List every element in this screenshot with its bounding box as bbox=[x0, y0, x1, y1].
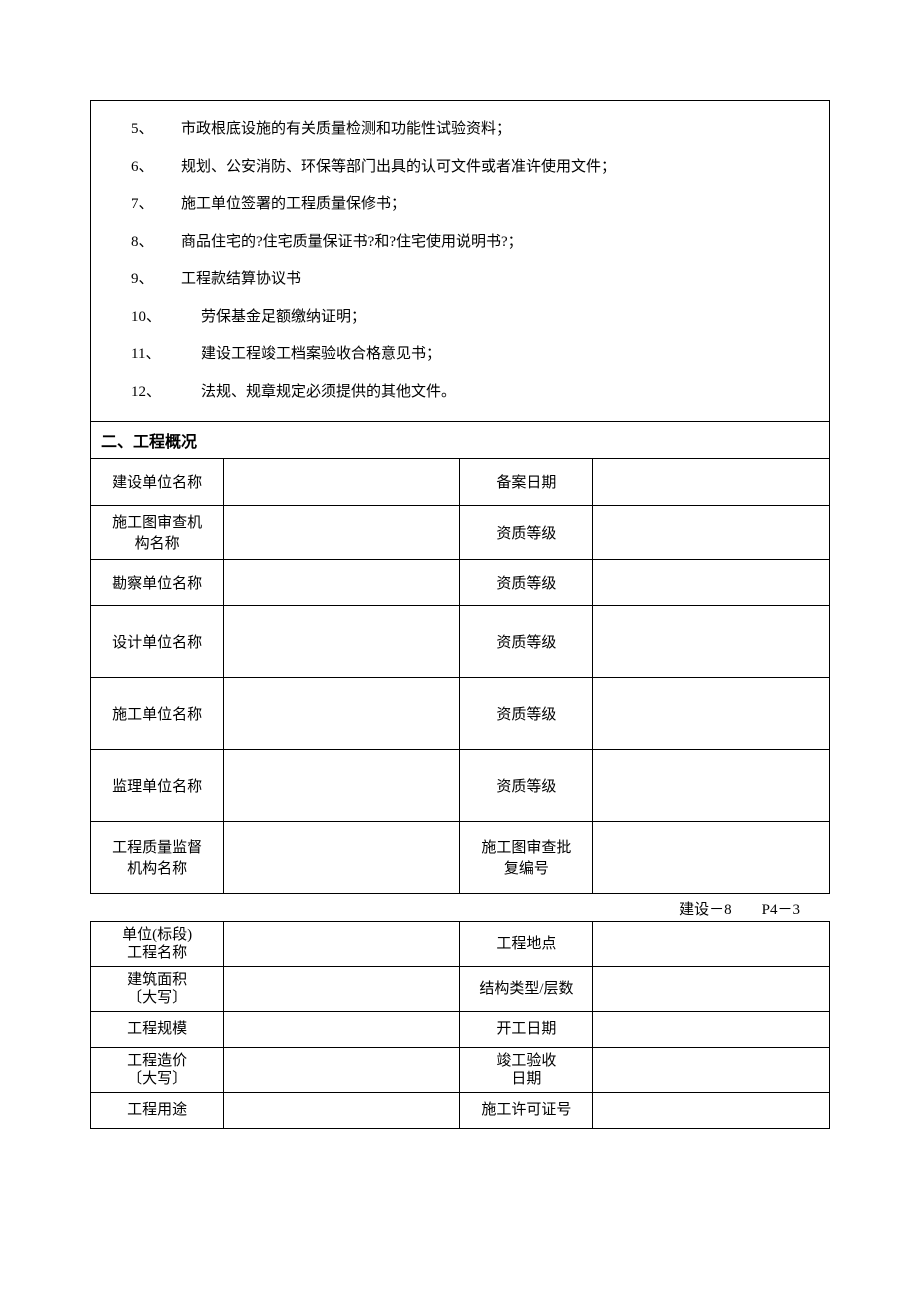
numbered-list: 5、 市政根底设施的有关质量检测和功能性试验资料； 6、 规划、公安消防、环保等… bbox=[91, 101, 829, 422]
list-text: 劳保基金足额缴纳证明； bbox=[201, 299, 366, 337]
table-row: 单位(标段)工程名称 工程地点 bbox=[91, 922, 829, 967]
cell-value bbox=[593, 966, 829, 1011]
cell-value bbox=[224, 505, 460, 559]
cell-value bbox=[593, 922, 829, 967]
page-container: 5、 市政根底设施的有关质量检测和功能性试验资料； 6、 规划、公安消防、环保等… bbox=[0, 0, 920, 1189]
list-number: 9、 bbox=[131, 261, 181, 299]
list-item: 8、 商品住宅的?住宅质量保证书?和?住宅使用说明书?； bbox=[131, 224, 809, 262]
list-number: 8、 bbox=[131, 224, 181, 262]
cell-label: 建设单位名称 bbox=[91, 459, 224, 505]
detail-table-box: 单位(标段)工程名称 工程地点 建筑面积〔大写〕 结构类型/层数 工程规模 开工… bbox=[90, 921, 830, 1130]
cell-label: 勘察单位名称 bbox=[91, 559, 224, 605]
cell-label-text: 单位(标段)工程名称 bbox=[117, 926, 197, 962]
list-text: 工程款结算协议书 bbox=[181, 261, 301, 299]
table-row: 工程规模 开工日期 bbox=[91, 1011, 829, 1047]
table-row: 监理单位名称 资质等级 bbox=[91, 749, 829, 821]
table-row: 建筑面积〔大写〕 结构类型/层数 bbox=[91, 966, 829, 1011]
cell-label: 工程造价〔大写〕 bbox=[91, 1047, 224, 1092]
cell-label: 结构类型/层数 bbox=[460, 966, 593, 1011]
list-text: 建设工程竣工档案验收合格意见书； bbox=[201, 336, 441, 374]
table-row: 勘察单位名称 资质等级 bbox=[91, 559, 829, 605]
cell-label: 施工图审查批复编号 bbox=[460, 821, 593, 893]
cell-label: 备案日期 bbox=[460, 459, 593, 505]
cell-value bbox=[593, 749, 829, 821]
cell-label: 工程质量监督机构名称 bbox=[91, 821, 224, 893]
cell-label: 单位(标段)工程名称 bbox=[91, 922, 224, 967]
list-text: 规划、公安消防、环保等部门出具的认可文件或者准许使用文件； bbox=[181, 149, 616, 187]
list-number: 11、 bbox=[131, 336, 201, 374]
list-number: 10、 bbox=[131, 299, 201, 337]
list-number: 7、 bbox=[131, 186, 181, 224]
cell-label: 建筑面积〔大写〕 bbox=[91, 966, 224, 1011]
cell-value bbox=[224, 1047, 460, 1092]
cell-label: 施工图审查机构名称 bbox=[91, 505, 224, 559]
cell-value bbox=[224, 559, 460, 605]
cell-value bbox=[224, 966, 460, 1011]
cell-label: 设计单位名称 bbox=[91, 605, 224, 677]
table-row: 施工图审查机构名称 资质等级 bbox=[91, 505, 829, 559]
main-box: 5、 市政根底设施的有关质量检测和功能性试验资料； 6、 规划、公安消防、环保等… bbox=[90, 100, 830, 894]
cell-label-text: 建筑面积〔大写〕 bbox=[122, 971, 192, 1007]
cell-label: 资质等级 bbox=[460, 749, 593, 821]
cell-value bbox=[593, 1011, 829, 1047]
cell-value bbox=[593, 1047, 829, 1092]
list-number: 12、 bbox=[131, 374, 201, 412]
cell-value bbox=[593, 505, 829, 559]
list-text: 商品住宅的?住宅质量保证书?和?住宅使用说明书?； bbox=[181, 224, 523, 262]
table-row: 工程质量监督机构名称 施工图审查批复编号 bbox=[91, 821, 829, 893]
list-item: 6、 规划、公安消防、环保等部门出具的认可文件或者准许使用文件； bbox=[131, 149, 809, 187]
cell-value bbox=[593, 1092, 829, 1128]
cell-label: 资质等级 bbox=[460, 559, 593, 605]
table-row: 工程用途 施工许可证号 bbox=[91, 1092, 829, 1128]
cell-value bbox=[224, 459, 460, 505]
cell-value bbox=[224, 1011, 460, 1047]
cell-label: 工程规模 bbox=[91, 1011, 224, 1047]
cell-value bbox=[593, 459, 829, 505]
cell-value bbox=[593, 559, 829, 605]
list-item: 5、 市政根底设施的有关质量检测和功能性试验资料； bbox=[131, 111, 809, 149]
cell-value bbox=[224, 749, 460, 821]
list-item: 12、 法规、规章规定必须提供的其他文件。 bbox=[131, 374, 809, 412]
list-text: 市政根底设施的有关质量检测和功能性试验资料； bbox=[181, 111, 511, 149]
cell-label: 施工单位名称 bbox=[91, 677, 224, 749]
cell-value bbox=[224, 677, 460, 749]
cell-label: 工程地点 bbox=[460, 922, 593, 967]
table-row: 建设单位名称 备案日期 bbox=[91, 459, 829, 505]
list-number: 6、 bbox=[131, 149, 181, 187]
cell-label: 竣工验收日期 bbox=[460, 1047, 593, 1092]
project-detail-table: 单位(标段)工程名称 工程地点 建筑面积〔大写〕 结构类型/层数 工程规模 开工… bbox=[91, 922, 829, 1129]
list-item: 11、 建设工程竣工档案验收合格意见书； bbox=[131, 336, 809, 374]
table-row: 设计单位名称 资质等级 bbox=[91, 605, 829, 677]
list-number: 5、 bbox=[131, 111, 181, 149]
cell-label-text: 竣工验收日期 bbox=[491, 1052, 561, 1088]
cell-label: 资质等级 bbox=[460, 677, 593, 749]
list-text: 法规、规章规定必须提供的其他文件。 bbox=[201, 374, 456, 412]
list-item: 9、 工程款结算协议书 bbox=[131, 261, 809, 299]
section-title: 二、工程概况 bbox=[91, 422, 829, 459]
cell-value bbox=[224, 821, 460, 893]
cell-label-text: 施工图审查批复编号 bbox=[481, 836, 571, 878]
cell-value bbox=[224, 922, 460, 967]
cell-value bbox=[593, 677, 829, 749]
cell-label-text: 工程质量监督机构名称 bbox=[107, 836, 207, 878]
list-item: 7、 施工单位签署的工程质量保修书； bbox=[131, 186, 809, 224]
cell-value bbox=[593, 605, 829, 677]
cell-value bbox=[593, 821, 829, 893]
cell-value bbox=[224, 1092, 460, 1128]
cell-label: 资质等级 bbox=[460, 505, 593, 559]
cell-value bbox=[224, 605, 460, 677]
cell-label-text: 施工图审查机构名称 bbox=[112, 511, 202, 553]
page-reference: 建设－8 P4－3 bbox=[90, 894, 830, 921]
cell-label: 工程用途 bbox=[91, 1092, 224, 1128]
cell-label-text: 工程造价〔大写〕 bbox=[122, 1052, 192, 1088]
table-row: 工程造价〔大写〕 竣工验收日期 bbox=[91, 1047, 829, 1092]
cell-label: 施工许可证号 bbox=[460, 1092, 593, 1128]
project-overview-table: 建设单位名称 备案日期 施工图审查机构名称 资质等级 勘察单位名称 资质等级 bbox=[91, 459, 829, 894]
list-text: 施工单位签署的工程质量保修书； bbox=[181, 186, 406, 224]
table-row: 施工单位名称 资质等级 bbox=[91, 677, 829, 749]
cell-label: 资质等级 bbox=[460, 605, 593, 677]
cell-label: 开工日期 bbox=[460, 1011, 593, 1047]
cell-label: 监理单位名称 bbox=[91, 749, 224, 821]
list-item: 10、 劳保基金足额缴纳证明； bbox=[131, 299, 809, 337]
